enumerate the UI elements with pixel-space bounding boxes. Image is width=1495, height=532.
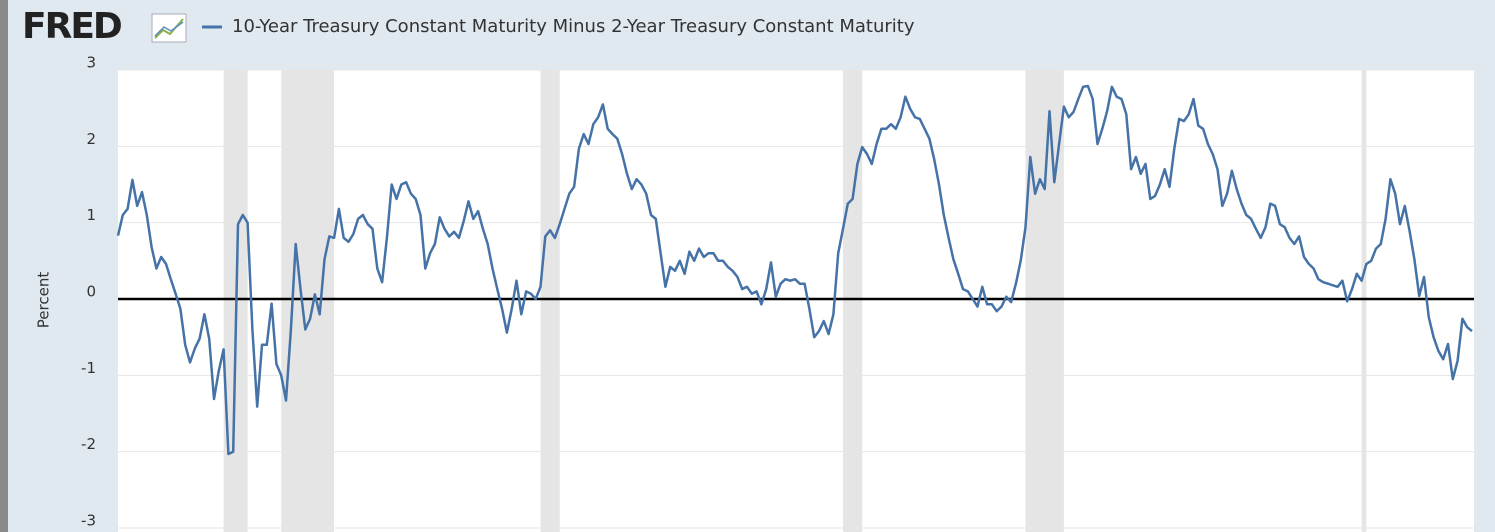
y-tick-label: -1 — [81, 359, 96, 377]
logo: FRED — [22, 6, 121, 47]
y-tick-label: 1 — [86, 206, 96, 224]
y-tick-label: 0 — [86, 283, 96, 301]
recession-shade — [540, 70, 560, 532]
legend-label: 10-Year Treasury Constant Maturity Minus… — [232, 16, 915, 37]
y-tick-label: 2 — [86, 130, 96, 148]
y-axis-label: Percent — [35, 272, 53, 329]
recession-shade — [281, 70, 335, 532]
recession-shade — [1361, 70, 1367, 532]
plot-area — [118, 70, 1474, 532]
page-border — [0, 0, 8, 532]
y-tick-label: -2 — [81, 435, 96, 453]
recession-shade — [843, 70, 863, 532]
logo-icon — [151, 13, 187, 43]
recession-shade — [1025, 70, 1064, 532]
y-tick-label: 3 — [86, 54, 96, 72]
series-line — [116, 84, 1473, 456]
y-tick-label: -3 — [81, 512, 96, 530]
